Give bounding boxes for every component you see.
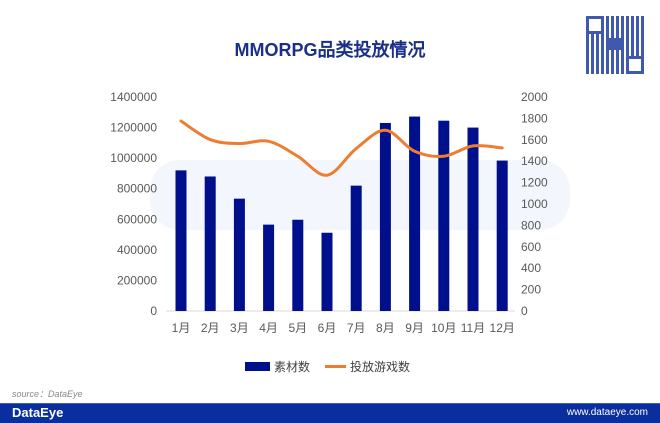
- bar: [321, 232, 333, 311]
- bar: [233, 198, 245, 311]
- x-tick-label: 4月: [259, 321, 278, 335]
- right-tick-label: 1600: [521, 133, 548, 147]
- left-tick-label: 1200000: [110, 121, 157, 135]
- right-tick-label: 800: [521, 218, 541, 232]
- legend-line-label: 投放游戏数: [350, 359, 410, 374]
- bar: [263, 224, 275, 311]
- x-tick-label: 9月: [405, 321, 424, 335]
- legend-bar-label: 素材数: [274, 359, 310, 374]
- left-tick-label: 1000000: [110, 151, 157, 165]
- bar: [175, 170, 187, 311]
- x-tick-label: 12月: [490, 321, 515, 335]
- bar: [409, 116, 421, 312]
- footer-brand: DataEye: [12, 405, 64, 420]
- bar: [496, 160, 508, 311]
- x-tick-label: 6月: [318, 321, 337, 335]
- left-tick-label: 1400000: [110, 90, 157, 104]
- bar: [379, 122, 391, 311]
- bar: [467, 127, 479, 311]
- left-tick-label: 0: [150, 304, 157, 318]
- bar: [350, 185, 362, 311]
- x-tick-label: 1月: [172, 321, 191, 335]
- left-tick-label: 400000: [117, 243, 157, 257]
- left-tick-label: 200000: [117, 273, 157, 287]
- chart-title: MMORPG品类投放情况: [234, 40, 426, 60]
- chart: 0 200000 400000 600000 800000 1000000 1200000 1…: [110, 90, 548, 374]
- right-tick-label: 1800: [521, 111, 548, 125]
- x-tick-label: 5月: [288, 321, 307, 335]
- source-note: source：DataEye: [12, 389, 83, 399]
- x-tick-label: 2月: [201, 321, 220, 335]
- x-tick-label: 11月: [461, 321, 485, 335]
- footer-bar: DataEye www.dataeye.com: [0, 403, 660, 423]
- x-tick-label: 8月: [376, 321, 395, 335]
- left-tick-label: 800000: [117, 182, 157, 196]
- right-tick-label: 1200: [521, 176, 548, 190]
- right-tick-label: 1400: [521, 154, 548, 168]
- right-tick-label: 1000: [521, 197, 548, 211]
- right-tick-label: 600: [521, 240, 541, 254]
- right-tick-label: 400: [521, 261, 541, 275]
- bar: [204, 176, 216, 311]
- left-tick-label: 600000: [117, 212, 157, 226]
- footer-url[interactable]: www.dataeye.com: [566, 407, 648, 418]
- x-tick-label: 10月: [431, 321, 456, 335]
- x-tick-label: 3月: [230, 321, 249, 335]
- bar: [438, 120, 450, 311]
- legend-bar-swatch: [245, 362, 270, 371]
- right-tick-label: 200: [521, 283, 541, 297]
- qr-code: [586, 16, 644, 74]
- right-tick-label: 0: [521, 304, 528, 318]
- series-line: [179, 119, 504, 177]
- bar: [292, 219, 304, 311]
- x-tick-label: 7月: [347, 321, 366, 335]
- right-tick-label: 2000: [521, 90, 548, 104]
